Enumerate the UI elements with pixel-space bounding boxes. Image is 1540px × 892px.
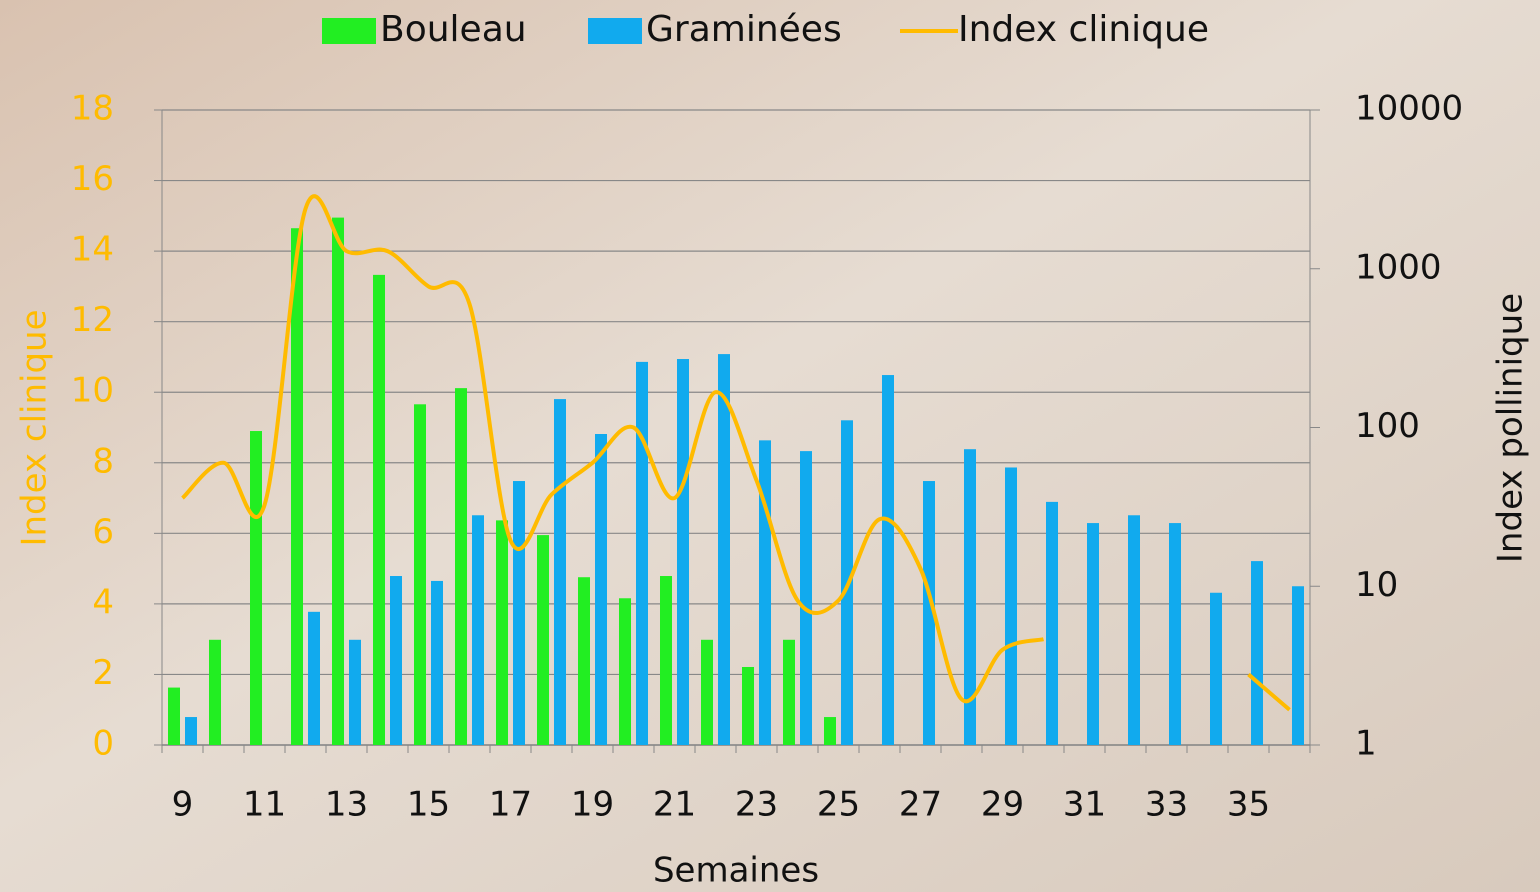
y2-tick-label: 100 <box>1355 406 1420 446</box>
bar <box>1046 501 1058 745</box>
x-tick-label: 31 <box>1063 785 1106 825</box>
bar <box>168 687 180 745</box>
bar <box>414 404 426 745</box>
line <box>181 194 1291 712</box>
bar <box>308 611 320 745</box>
bar <box>554 399 566 745</box>
y-axis-title: Index clinique <box>15 309 55 546</box>
bar <box>677 359 689 745</box>
bar <box>882 375 894 745</box>
legend-label: Index clinique <box>958 9 1209 50</box>
bar <box>923 481 935 745</box>
bar <box>1251 561 1263 745</box>
bar <box>742 666 754 745</box>
y-tick-label: 14 <box>71 230 114 270</box>
x-tick-label: 15 <box>407 785 450 825</box>
x-tick-label: 9 <box>172 785 194 825</box>
x-tick-label: 13 <box>325 785 368 825</box>
x-tick-label: 19 <box>571 785 614 825</box>
x-tick-label: 33 <box>1145 785 1188 825</box>
x-tick-label: 23 <box>735 785 778 825</box>
bar <box>1210 592 1222 745</box>
y-tick-label: 6 <box>92 512 114 552</box>
y-tick-label: 2 <box>92 653 114 693</box>
bar <box>291 228 303 746</box>
bar <box>824 717 836 745</box>
legend-swatch <box>588 18 642 44</box>
bar <box>660 576 672 745</box>
bar <box>964 449 976 745</box>
bar <box>636 361 648 745</box>
x-tick-label: 29 <box>981 785 1024 825</box>
y-tick-label: 12 <box>71 300 114 340</box>
bar <box>472 515 484 745</box>
bar <box>513 481 525 745</box>
x-axis-title: Semaines <box>653 851 819 891</box>
y-tick-label: 10 <box>71 371 114 411</box>
bar <box>800 451 812 745</box>
y2-axis-title: Index pollinique <box>1491 293 1531 563</box>
x-tick-label: 25 <box>817 785 860 825</box>
x-tick-label: 11 <box>243 785 286 825</box>
x-tick-label: 21 <box>653 785 696 825</box>
x-tick-label: 27 <box>899 785 942 825</box>
y2-tick-label: 1000 <box>1355 247 1442 287</box>
bar <box>1005 467 1017 745</box>
bar <box>718 354 730 745</box>
bar <box>373 274 385 745</box>
bar <box>619 598 631 745</box>
legend-swatch <box>322 18 376 44</box>
bar <box>1128 515 1140 745</box>
bar <box>1087 523 1099 745</box>
bar <box>349 639 361 745</box>
bar <box>185 717 197 745</box>
legend-label: Bouleau <box>380 9 527 50</box>
bar <box>578 577 590 745</box>
bar <box>455 388 467 745</box>
y-tick-label: 4 <box>92 582 114 622</box>
y2-tick-label: 10 <box>1355 565 1398 605</box>
bar <box>332 217 344 746</box>
bar <box>1292 586 1304 745</box>
x-tick-label: 35 <box>1227 785 1270 825</box>
bar <box>701 639 713 745</box>
y2-tick-label: 1 <box>1355 724 1377 764</box>
bar <box>1169 523 1181 745</box>
legend-label: Graminées <box>646 9 842 50</box>
bar <box>759 440 771 745</box>
y-tick-label: 8 <box>92 441 114 481</box>
bar <box>537 535 549 745</box>
bar <box>209 639 221 745</box>
bar <box>595 434 607 745</box>
bar <box>250 431 262 745</box>
y-tick-label: 16 <box>71 159 114 199</box>
y-tick-label: 18 <box>71 89 114 129</box>
bar <box>783 639 795 745</box>
bar <box>390 576 402 745</box>
bar <box>431 580 443 745</box>
y2-tick-label: 10000 <box>1355 89 1463 129</box>
x-tick-label: 17 <box>489 785 532 825</box>
y-tick-label: 0 <box>92 724 114 764</box>
bar <box>496 520 508 745</box>
